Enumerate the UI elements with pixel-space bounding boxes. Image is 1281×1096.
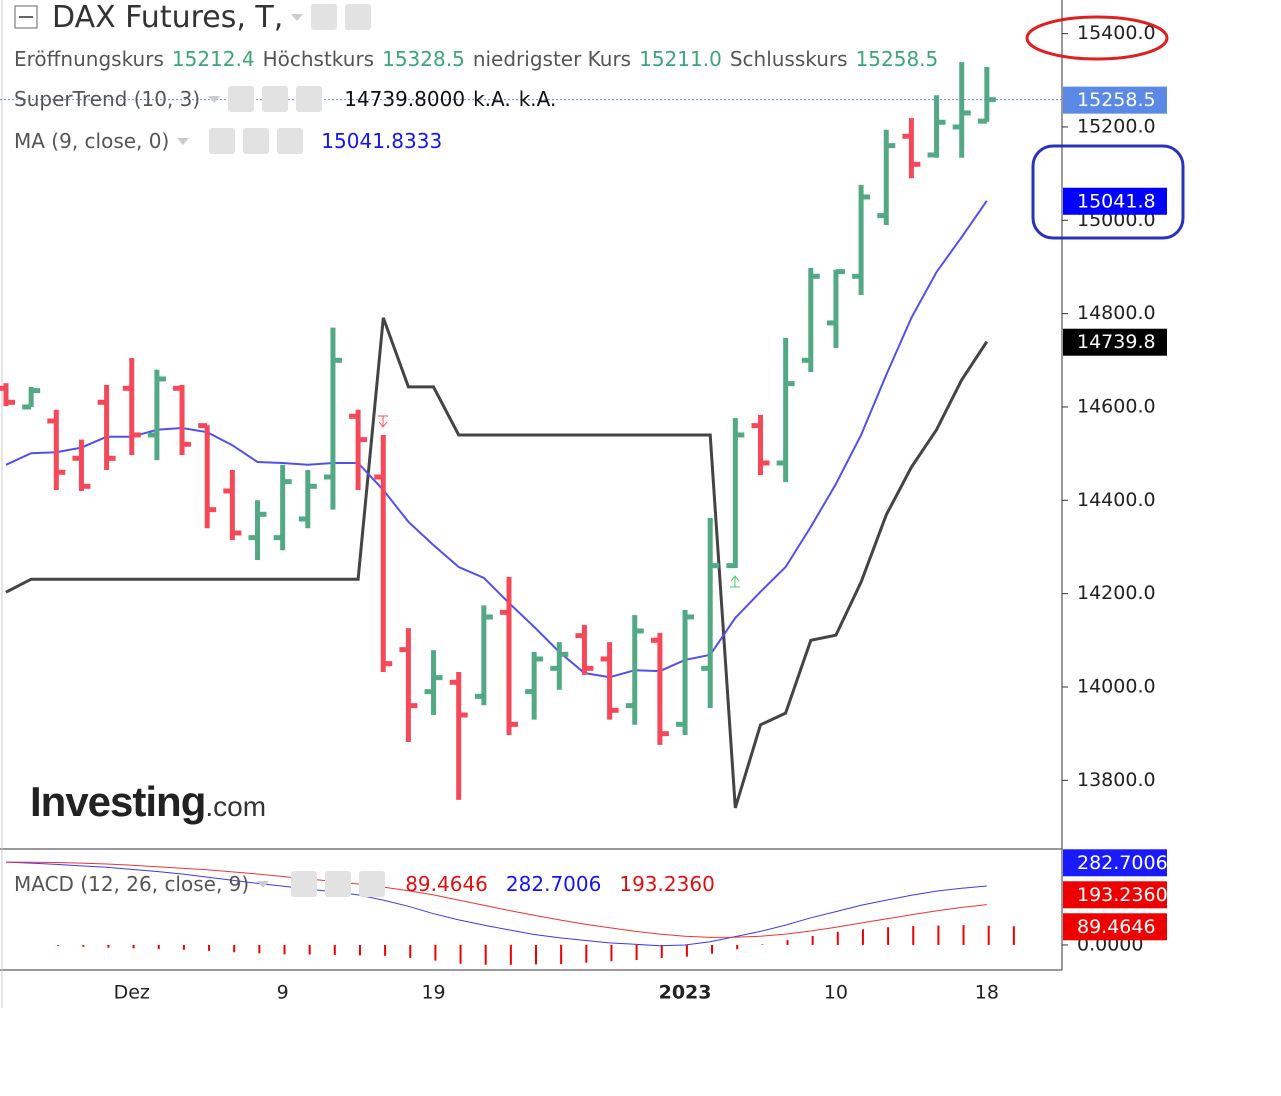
indicator-value: k.A. <box>518 87 557 111</box>
remove-icon[interactable] <box>359 871 386 897</box>
sell-signal <box>378 415 388 428</box>
ohlc-value: 15258.5 <box>855 47 939 71</box>
visibility-icon[interactable] <box>228 86 255 112</box>
watermark: Investing.com <box>30 778 266 826</box>
title-row: DAX Futures, T, <box>14 0 372 35</box>
indicator-value: 193.2360 <box>619 872 715 896</box>
x-tick-label: 9 <box>277 982 289 1004</box>
indicator-name: MA (9, close, 0) <box>14 129 170 153</box>
price-badge-label: 14739.8 <box>1077 331 1156 353</box>
highlight-ellipse <box>1025 15 1169 61</box>
y-tick-label: 15200.0 <box>1077 115 1156 137</box>
indicator-value: k.A. <box>473 87 511 111</box>
y-tick-label: 13800.0 <box>1077 769 1156 791</box>
indicator-line <box>5 200 988 679</box>
ohlc-value: 15211.0 <box>639 47 722 71</box>
ohlc-label: Eröffnungskurs <box>14 47 164 71</box>
price-badge-label: 282.7006 <box>1077 852 1168 874</box>
visibility-icon[interactable] <box>209 128 236 154</box>
indicator-line <box>5 861 987 947</box>
y-tick-label: 14400.0 <box>1077 489 1156 511</box>
x-tick-label: 10 <box>824 982 848 1004</box>
ohlc-label: niedrigster Kurs <box>472 47 632 71</box>
x-tick-label: 2023 <box>659 982 712 1004</box>
y-tick-label: 14000.0 <box>1077 675 1156 697</box>
collapse-icon[interactable] <box>14 5 38 29</box>
dropdown[interactable] <box>177 137 190 145</box>
y-tick-label: 14800.0 <box>1077 302 1156 324</box>
highlight-box <box>1031 144 1185 240</box>
price-badge <box>1063 881 1167 909</box>
ohlc-value: 15212.4 <box>171 47 255 71</box>
price-badge-label: 15041.8 <box>1077 190 1156 212</box>
x-tick-label: 18 <box>975 982 999 1004</box>
settings-icon[interactable] <box>325 871 352 897</box>
dropdown[interactable] <box>291 13 304 21</box>
settings-icon[interactable] <box>262 86 289 112</box>
settings-icon[interactable] <box>345 4 372 30</box>
price-badge <box>1063 328 1167 356</box>
visibility-icon[interactable] <box>291 871 318 897</box>
ohlc-value: 15328.5 <box>382 47 465 71</box>
dropdown[interactable] <box>208 95 221 103</box>
y-tick-label: 14600.0 <box>1077 395 1156 417</box>
title: DAX Futures, T, <box>52 0 284 35</box>
indicator-value: 282.7006 <box>505 872 602 896</box>
price-badge <box>1063 86 1167 114</box>
price-badge <box>1063 849 1167 877</box>
remove-icon[interactable] <box>277 128 304 154</box>
y-tick-label: 14200.0 <box>1077 582 1156 604</box>
ohlc-label: Schlusskurs <box>729 47 848 71</box>
price-badge <box>1063 187 1167 215</box>
indicator-value: 89.4646 <box>405 872 488 896</box>
settings-icon[interactable] <box>243 128 270 154</box>
indicator-line <box>5 317 989 809</box>
macd-row: MACD (12, 26, close, 9) 89.4646 282.7006… <box>14 869 715 899</box>
chart: 13800.0 14000.0 14200.0 14400.0 14600.0 14800… <box>0 0 1185 1008</box>
remove-icon[interactable] <box>296 86 323 112</box>
x-tick-label: Dez <box>114 982 150 1004</box>
indicator-value: 15041.8333 <box>321 129 443 153</box>
price-badge-label: 193.2360 <box>1077 884 1168 906</box>
price-badge <box>1063 913 1167 941</box>
watermark-suffix: .com <box>205 791 267 822</box>
price-badge-label: 89.4646 <box>1077 916 1156 938</box>
indicator-value: 14739.8000 <box>344 87 466 111</box>
indicator-line <box>5 861 987 938</box>
ohlc-label: Höchstkurs <box>262 47 375 71</box>
badges: 15258.5 15041.8 14739.8 89.4646 193.2360 282.… <box>1063 86 1168 941</box>
buy-signal <box>730 575 740 588</box>
y-tick-label: 15400.0 <box>1077 22 1156 44</box>
watermark-brand: Investing <box>30 778 206 825</box>
ohlc-row: Eröffnungskurs 15212.4 Höchstkurs 15328.5 … <box>14 44 938 74</box>
price-badge-label: 15258.5 <box>1077 89 1156 111</box>
x-tick-label: 19 <box>421 982 445 1004</box>
ma-row: MA (9, close, 0) 15041.8333 <box>14 126 442 156</box>
supertrend-row: SuperTrend (10, 3) 14739.8000 k.A. k.A. <box>14 84 556 114</box>
indicator-name: MACD (12, 26, close, 9) <box>14 872 250 896</box>
dropdown[interactable] <box>257 880 270 888</box>
visibility-icon[interactable] <box>311 4 338 30</box>
indicator-name: SuperTrend (10, 3) <box>14 87 201 111</box>
